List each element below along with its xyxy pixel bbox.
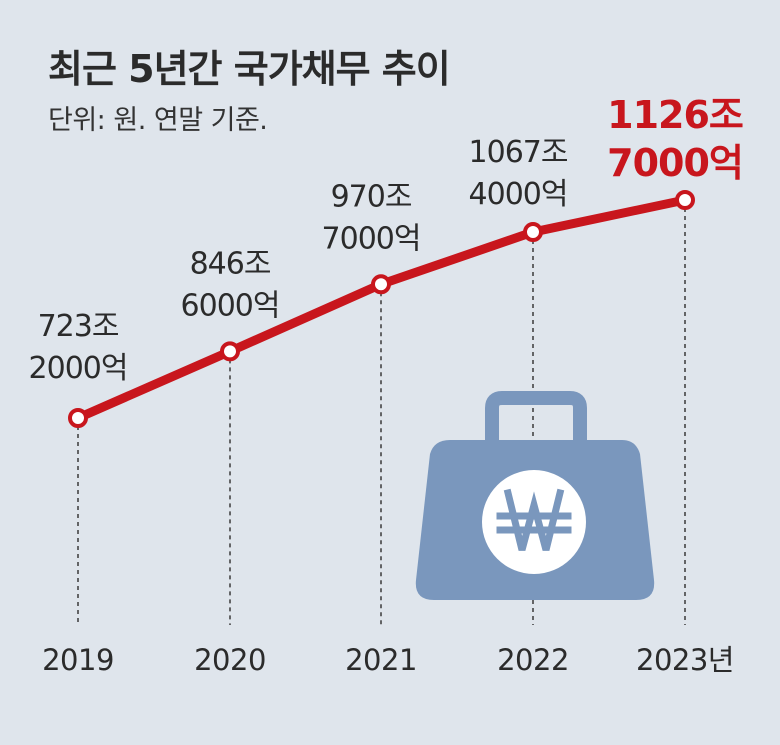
data-point-4 bbox=[675, 190, 695, 210]
bag-handle-shape bbox=[485, 391, 587, 440]
won-sign-glyph bbox=[496, 488, 572, 551]
data-label-4-line-0: 1126조 bbox=[607, 93, 743, 137]
data-label-1-line-1: 6000억 bbox=[181, 288, 280, 323]
x-tick-4: 2023년 bbox=[636, 643, 734, 677]
data-label-0-line-0: 723조 bbox=[38, 309, 119, 344]
data-labels: 723조 2000억 846조 6000억 970조 7000억 1067조 4000억 112… bbox=[29, 93, 744, 386]
data-points bbox=[68, 190, 695, 428]
chart-subtitle: 단위: 원. 연말 기준. bbox=[48, 105, 268, 136]
data-point-0 bbox=[68, 408, 88, 428]
guide-lines bbox=[77, 200, 686, 625]
data-label-0-line-1: 2000억 bbox=[29, 351, 128, 386]
data-label-3-line-0: 1067조 bbox=[469, 135, 568, 170]
x-tick-3: 2022 bbox=[497, 643, 569, 677]
money-bag-icon bbox=[415, 391, 655, 600]
data-point-2 bbox=[371, 274, 391, 295]
won-sign-icon bbox=[482, 470, 586, 574]
x-tick-2: 2021 bbox=[345, 643, 417, 677]
x-tick-1: 2020 bbox=[194, 643, 266, 677]
x-tick-0: 2019 bbox=[42, 643, 114, 677]
data-point-3 bbox=[523, 222, 543, 243]
data-label-4-line-1: 7000억 bbox=[607, 141, 743, 185]
data-point-1 bbox=[220, 341, 240, 362]
data-label-3-line-1: 4000억 bbox=[469, 177, 568, 212]
data-label-2-line-0: 970조 bbox=[331, 179, 412, 214]
chart-title: 최근 5년간 국가채무 추이 bbox=[48, 47, 451, 91]
data-label-1-line-0: 846조 bbox=[190, 246, 271, 281]
data-label-2-line-1: 7000억 bbox=[322, 221, 421, 256]
x-axis-ticks: 2019 2020 2021 2022 2023년 bbox=[42, 643, 734, 677]
